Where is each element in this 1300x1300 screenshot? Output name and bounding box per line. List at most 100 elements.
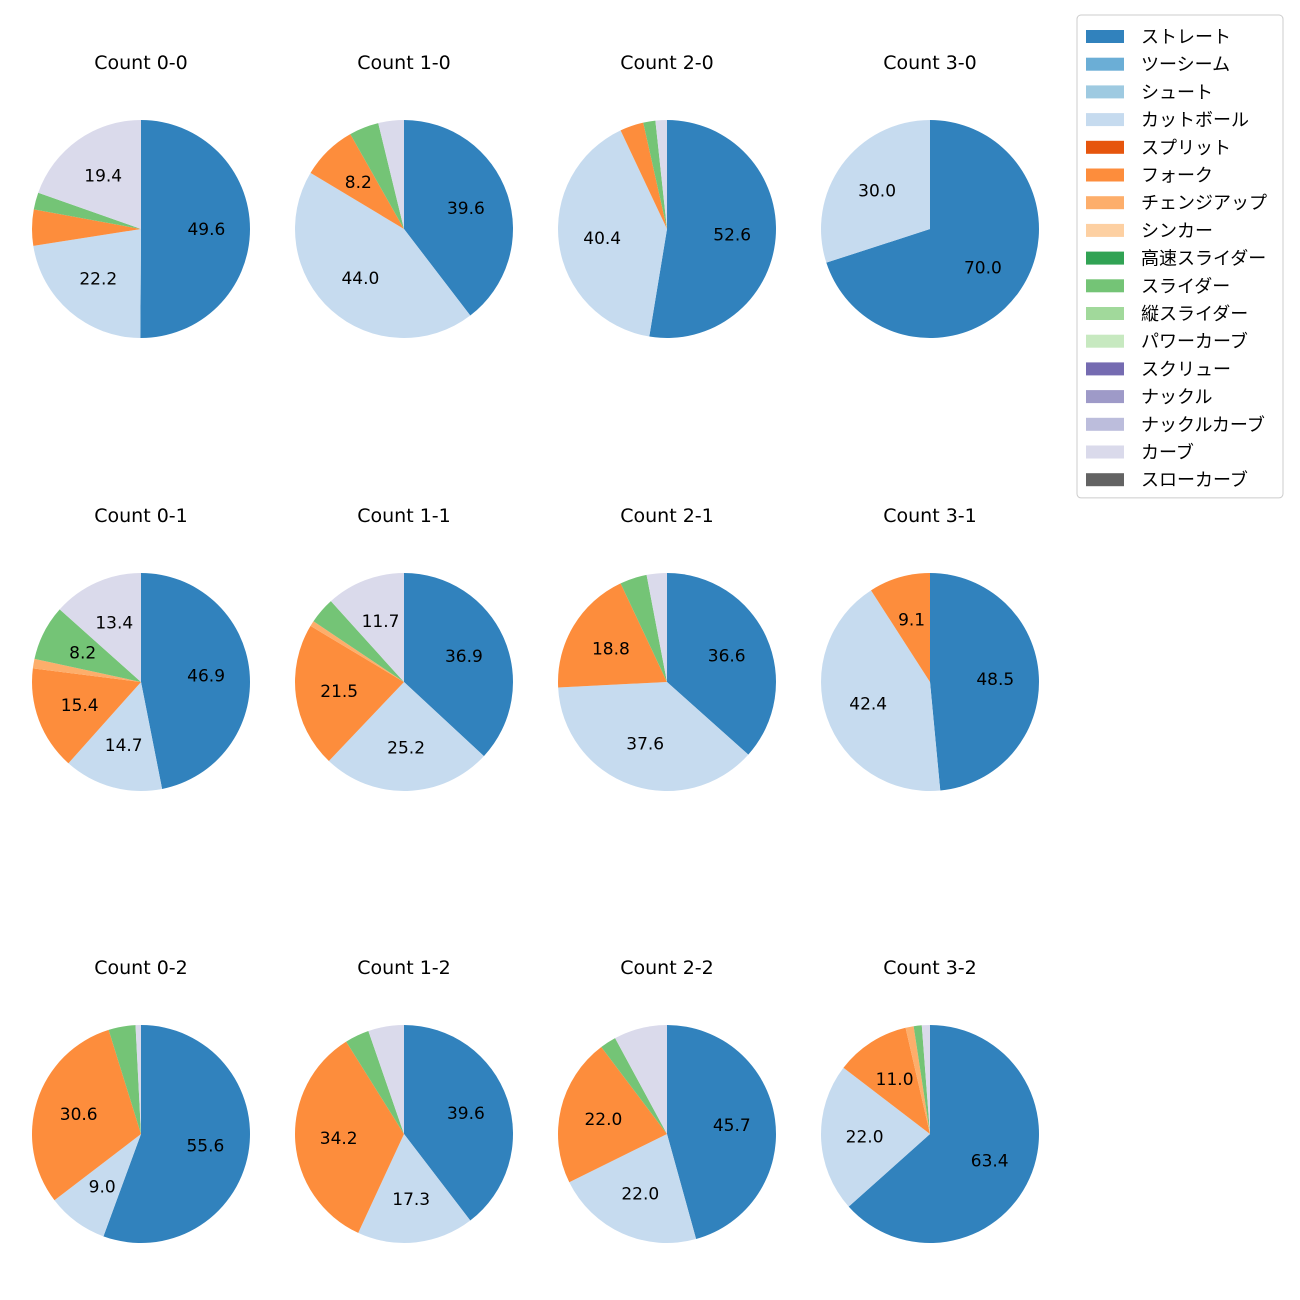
legend-swatch [1086,223,1124,237]
legend-item: カットボール [1086,110,1249,131]
pie-slice [821,1067,930,1207]
pie-slice [310,621,404,682]
pie-3: Count 2-0 52.6 40.4 [557,52,776,338]
legend-item: ストレート [1086,27,1231,48]
slice-value-label: 17.3 [392,1190,430,1210]
pie-slice [310,134,404,229]
slice-value-label: 42.4 [849,694,887,714]
slice-value-label: 11.7 [362,612,400,632]
legend: ストレートツーシームシュートカットボールスプリットフォークチェンジアップシンカー… [1076,14,1284,499]
legend-label: ツーシーム [1141,55,1230,76]
slice-value-label: 11.0 [876,1070,914,1090]
pie-slice [68,682,163,791]
legend-label: ナックル [1141,387,1212,408]
slice-value-label: 18.8 [592,639,630,659]
legend-swatch [1086,168,1124,182]
pie-title: Count 0-2 [94,957,188,979]
legend-item: ナックル [1086,387,1212,408]
legend-label: スプリット [1141,138,1231,159]
slice-value-label: 8.2 [69,643,96,663]
pie-4: Count 3-0 70.0 30.0 [821,52,1039,338]
slice-value-label: 49.6 [187,220,225,240]
pie-slice [59,573,141,682]
slice-value-label: 14.7 [105,736,143,756]
slice-value-label: 15.4 [61,696,99,716]
pie-slice [569,1134,697,1243]
slice-value-label: 48.5 [976,670,1014,690]
legend-item: シュート [1086,82,1213,103]
pie-slice [295,1041,404,1233]
legend-label: スライダー [1141,276,1230,297]
legend-item: カーブ [1086,442,1194,464]
pie-slice [921,1025,930,1134]
legend-swatch [1086,251,1124,265]
legend-swatch [1086,279,1124,293]
pie-slice [558,682,749,791]
slice-value-label: 55.6 [186,1136,224,1156]
slice-value-label: 39.6 [447,199,485,219]
slice-value-label: 25.2 [387,738,425,758]
legend-label: ナックルカーブ [1141,414,1265,436]
legend-swatch [1086,362,1124,376]
slice-value-label: 63.4 [971,1152,1009,1172]
pie-slice [404,1025,513,1221]
pie-7: Count 2-1 36.6 37.6 18.8 [558,505,776,791]
legend-item: 縦スライダー [1086,304,1248,325]
legend-frame [1076,14,1284,499]
pie-slice [346,1030,404,1134]
pie-9: Count 0-2 55.6 9.0 30.6 [32,957,250,1243]
pie-slice [135,1025,141,1134]
slice-value-label: 21.5 [320,682,358,702]
legend-label: シンカー [1141,221,1213,242]
legend-item: スプリット [1086,138,1231,159]
legend-swatch [1086,473,1124,487]
pie-slice [404,120,513,316]
pie-slice [33,192,141,229]
pie-title: Count 1-0 [357,52,451,74]
legend-swatch [1086,307,1124,320]
pie-1: Count 0-0 49.6 22.2 19.4 [31,52,251,339]
pie-11: Count 2-2 45.7 22.0 22.0 [558,957,777,1243]
slice-value-label: 37.6 [626,735,664,755]
legend-label: 高速スライダー [1141,249,1266,270]
legend-swatch [1086,390,1124,404]
slice-value-label: 30.6 [60,1105,98,1125]
pie-slice [32,658,141,682]
pie-slice [350,123,404,229]
slice-value-label: 44.0 [341,269,379,289]
slice-value-label: 8.2 [345,173,372,193]
slice-value-label: 13.4 [95,613,133,633]
pie-slice [826,120,1039,338]
pie-slice [328,682,484,791]
legend-item: パワーカーブ [1086,331,1248,353]
pie-slice [667,1025,777,1240]
legend-item: フォーク [1086,166,1213,187]
slice-value-label: 9.1 [898,610,925,630]
pie-slice [404,573,513,757]
pie-12: Count 3-2 63.4 22.0 11.0 [821,957,1040,1243]
pie-title: Count 2-2 [620,957,714,979]
legend-label: スローカーブ [1141,469,1248,491]
legend-swatch [1086,85,1124,99]
slice-value-label: 36.9 [445,647,483,667]
legend-swatch [1086,417,1124,431]
slice-value-label: 36.6 [708,646,746,666]
pies-group: Count 0-0 49.6 22.2 19.4 Count 1-0 39.6 44.0 8.… [31,52,1040,1243]
slice-value-label: 46.9 [187,667,225,687]
pie-slice [643,120,667,229]
slice-value-label: 9.0 [89,1178,116,1198]
pie-slice [615,1025,667,1134]
slice-value-label: 40.4 [583,229,621,249]
pie-slice [368,1025,404,1134]
pie-slice [31,668,141,764]
legend-label: スクリュー [1141,359,1231,380]
legend-label: カーブ [1141,442,1194,464]
pie-slice [620,574,667,682]
pie-5: Count 0-1 46.9 14.7 15.4 8.2 13.4 [31,505,250,791]
pie-slice [358,1134,471,1243]
pie-slice [646,573,667,682]
legend-label: 縦スライダー [1141,304,1248,325]
slice-value-label: 22.0 [584,1110,622,1130]
pie-title: Count 0-1 [94,505,188,527]
